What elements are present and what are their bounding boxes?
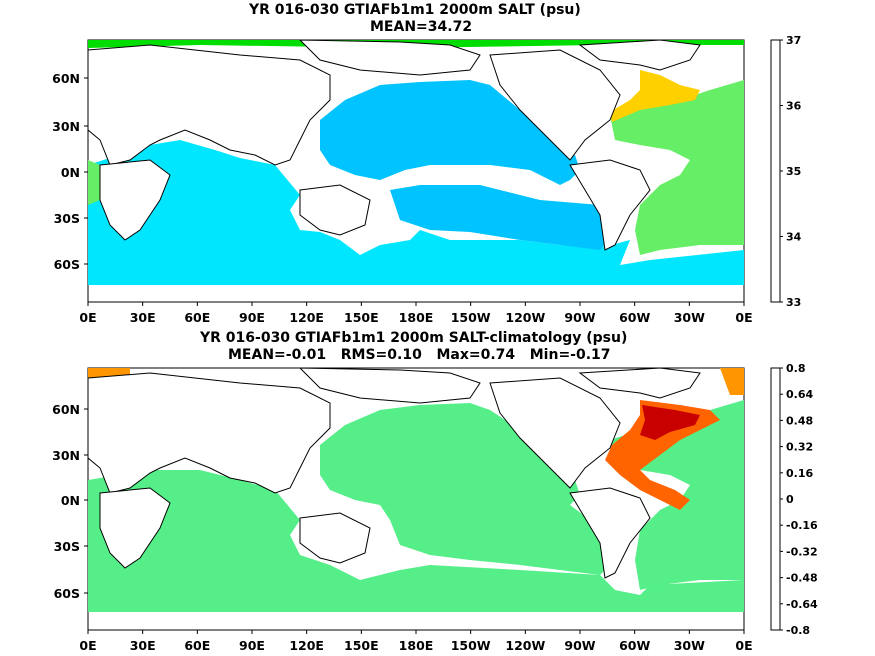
lon-tick-label: 180E [399, 310, 434, 325]
lon-tick-label: 180E [399, 638, 434, 653]
lat-tick-label: 60S [54, 586, 80, 601]
colorbar-tick-label: -0.64 [786, 598, 818, 611]
lon-tick-label: 90W [564, 310, 595, 325]
colorbar-tick-label: -0.48 [786, 572, 818, 585]
panel2-lat-labels: 60N 30N 0N 30S 60S [52, 402, 88, 601]
lat-tick-label: 30S [54, 211, 80, 226]
panel1-pacific [320, 80, 580, 185]
panel1-colorbar: 37 36 35 34 33 [770, 34, 802, 309]
colorbar-tick-label: 35 [786, 165, 801, 178]
panel2-colorbar: 0.8 0.64 0.48 0.32 0.16 0 -0.16 -0.32 -0.48 -0.64… [770, 362, 818, 637]
colorbar-tick-label: 0.48 [786, 414, 813, 427]
lon-tick-label: 90E [239, 310, 265, 325]
lon-tick-label: 60E [184, 638, 210, 653]
lon-tick-label: 90E [239, 638, 265, 653]
panel2-map: 0.8 0.64 0.48 0.32 0.16 0 -0.16 -0.32 -0.48 -0.64… [52, 362, 818, 653]
panel1-title-line2: MEAN=34.72 [370, 19, 473, 35]
panel2-pacific [320, 403, 615, 575]
lat-tick-label: 0N [61, 493, 80, 508]
lon-tick-label: 30W [674, 638, 705, 653]
panel1-map: 37 36 35 34 33 60N 30N 0N 30S 60S 0E 30E 60E 90E 120… [52, 34, 802, 325]
lat-tick-label: 30N [52, 448, 80, 463]
lon-tick-label: 0E [735, 638, 752, 653]
lon-tick-label: 120W [505, 638, 545, 653]
panel2-ocean [88, 470, 744, 612]
colorbar-tick-label: 0 [786, 493, 794, 506]
colorbar-tick-label: -0.32 [786, 545, 818, 558]
lon-tick-label: 0E [735, 310, 752, 325]
panel2-lon-labels: 0E 30E 60E 90E 120E 150E 180E 150W 120W 90W 60W 30W… [79, 630, 753, 653]
lon-tick-label: 60W [619, 310, 650, 325]
lon-tick-label: 150E [344, 638, 379, 653]
panel2-atlantic-core [640, 405, 700, 440]
colorbar-tick-label: 37 [786, 34, 801, 47]
colorbar-frame [770, 367, 781, 631]
colorbar-tick-label: 33 [786, 296, 801, 309]
lon-tick-label: 30E [130, 638, 156, 653]
colorbar-tick-label: -0.16 [786, 519, 818, 532]
panel1-atlantic-main [610, 80, 744, 255]
colorbar-tick-label: 0.8 [786, 362, 806, 375]
lon-tick-label: 120E [289, 310, 324, 325]
panel2-title-line2: MEAN=-0.01 RMS=0.10 Max=0.74 Min=-0.17 [228, 347, 611, 363]
colorbar-tick-label: 34 [786, 231, 802, 244]
lon-tick-label: 120E [289, 638, 324, 653]
lon-tick-label: 60W [619, 638, 650, 653]
lon-tick-label: 30W [674, 310, 705, 325]
lon-tick-label: 0E [79, 310, 96, 325]
colorbar-tick-label: 0.16 [786, 467, 813, 480]
colorbar-tick-label: -0.8 [786, 624, 810, 637]
panel1-title-line1: YR 016-030 GTIAFb1m1 2000m SALT (psu) [249, 2, 581, 18]
lon-tick-label: 150E [344, 310, 379, 325]
colorbar-frame [770, 39, 781, 303]
colorbar-tick-label: 0.64 [786, 388, 813, 401]
panel2-land [87, 367, 701, 579]
colorbar-tick-label: 0.32 [786, 441, 813, 454]
lon-tick-label: 60E [184, 310, 210, 325]
panel1-lon-labels: 0E 30E 60E 90E 120E 150E 180E 150W 120W 90W 60W 30W… [79, 302, 753, 325]
lat-tick-label: 0N [61, 165, 80, 180]
panel2-title-line1: YR 016-030 GTIAFb1m1 2000m SALT-climatol… [200, 330, 628, 346]
lat-tick-label: 60N [52, 71, 80, 86]
panel1-south-pacific [390, 185, 615, 250]
lat-tick-label: 60S [54, 257, 80, 272]
lat-tick-label: 30N [52, 119, 80, 134]
panel1-west-africa-green [88, 160, 100, 205]
panel1-indian-ocean [88, 140, 744, 285]
panel1-lat-labels: 60N 30N 0N 30S 60S [52, 71, 88, 272]
panel1-land [87, 39, 701, 251]
colorbar-tick-label: 36 [786, 100, 802, 113]
panel2-arctic-orange-east [720, 368, 744, 395]
lon-tick-label: 150W [451, 310, 491, 325]
lon-tick-label: 120W [505, 310, 545, 325]
panel1-atlantic-warm [610, 70, 700, 122]
lon-tick-label: 90W [564, 638, 595, 653]
lon-tick-label: 30E [130, 310, 156, 325]
lon-tick-label: 0E [79, 638, 96, 653]
lat-tick-label: 60N [52, 402, 80, 417]
lon-tick-label: 150W [451, 638, 491, 653]
panel2-atlantic-anomaly [605, 400, 720, 510]
lat-tick-label: 30S [54, 539, 80, 554]
